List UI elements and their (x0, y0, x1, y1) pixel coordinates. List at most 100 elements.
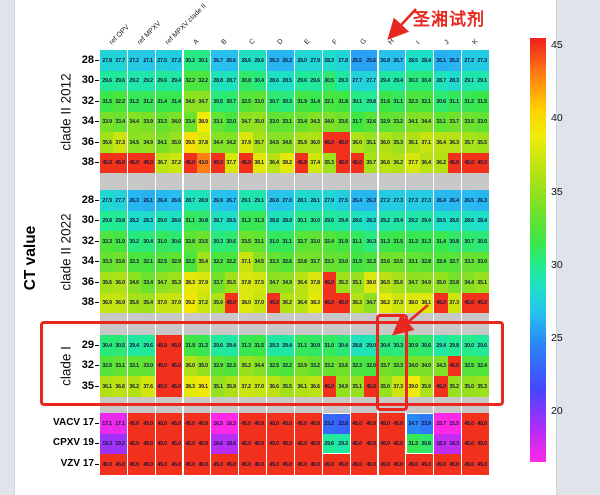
heatmap-subcell: 30.8 (196, 210, 211, 231)
heatmap-subcell: 36.0 (113, 272, 127, 293)
heatmap-subcell: 32.6 (364, 111, 378, 132)
heatmap-subcell: 31.4 (155, 91, 170, 112)
heatmap-subcell: 45.0 (127, 152, 142, 173)
heatmap-cell: 26.4 26.4 (434, 190, 461, 211)
heatmap-cell: 45.0 45.0 (350, 454, 378, 475)
heatmap-subcell: 31.8 (336, 91, 350, 112)
heatmap-subcell: 30.9 (406, 335, 420, 356)
heatmap-cell: 45.0 45.0 (322, 292, 350, 313)
heatmap-subcell: 45.0 (224, 454, 239, 475)
heatmap-subcell: 15.7 (434, 413, 448, 434)
heatmap-cell: 29.4 29.8 (434, 335, 461, 356)
heatmap-subcell: 33.1 (252, 231, 266, 252)
row-tick (95, 121, 99, 123)
heatmap-cell: 31.3 31.5 (239, 335, 266, 356)
column-header: D (275, 37, 285, 47)
row-tick (95, 59, 99, 61)
heatmap-cell: 36.1 36.6 (100, 376, 127, 397)
heatmap-cell: 25.5 25.6 (350, 50, 378, 71)
heatmap-subcell: 45.0 (127, 413, 142, 434)
heatmap-subcell: 45.0 (447, 152, 461, 173)
heatmap-subcell: 37.8 (308, 272, 322, 293)
heatmap-subcell: 34.3 (308, 111, 322, 132)
heatmap-subcell: 27.9 (100, 190, 114, 211)
heatmap-subcell: 26.4 (350, 190, 365, 211)
heatmap-subcell: 27.1 (141, 50, 155, 71)
heatmap-subcell: 38.2 (378, 292, 392, 313)
heatmap-subcell: 35.2 (447, 376, 461, 397)
heatmap-cell: 45.0 45.0 (155, 376, 183, 397)
heatmap-cell: 32.5 32.9 (155, 251, 183, 272)
heatmap-cell: 35.6 37.3 (100, 132, 127, 153)
heatmap-subcell: 29.4 (224, 335, 239, 356)
heatmap-subcell: 45.0 (169, 413, 183, 434)
heatmap-subcell: 18.6 (224, 433, 239, 454)
heatmap-cell: 28.1 28.1 (295, 190, 322, 211)
heatmap-subcell: 37.3 (113, 132, 127, 153)
heatmap-cell: 26.8 26.7 (378, 50, 406, 71)
group-label: clade II 2022 (58, 212, 74, 291)
heatmap-subcell: 35.6 (100, 272, 114, 293)
row-label: 36 (81, 135, 94, 148)
heatmap-subcell: 45.0 (211, 152, 225, 173)
heatmap-subcell: 45.0 (113, 152, 127, 173)
heatmap-subcell: 27.7 (364, 70, 378, 91)
heatmap-subcell: 30.6 (169, 231, 183, 252)
heatmap-subcell: 36.4 (434, 132, 448, 153)
heatmap-subcell: 35.4 (196, 251, 211, 272)
heatmap-subcell: 35.2 (239, 355, 253, 376)
heatmap-cell: 34.4 33.9 (127, 111, 155, 132)
heatmap-cell: 31.9 31.3 (183, 335, 211, 356)
heatmap-subcell: 33.2 (322, 355, 337, 376)
heatmap-cell: 32.4 31.9 (322, 231, 350, 252)
heatmap-subcell: 31.9 (336, 231, 350, 252)
row-tick (95, 141, 99, 143)
heatmap-subcell: 29.4 (336, 210, 350, 231)
heatmap-subcell: 18.3 (447, 433, 461, 454)
heatmap-cell: 45.0 37.4 (295, 152, 322, 173)
spacer-cell (295, 173, 322, 190)
row-label: VZV 17 (60, 457, 94, 469)
heatmap-subcell: 35.1 (364, 132, 378, 153)
heatmap-cell: 36.7 37.2 (155, 152, 183, 173)
heatmap-subcell: 18.3 (434, 433, 448, 454)
heatmap-subcell: 45.0 (378, 413, 392, 434)
spacer-cell (239, 313, 266, 335)
heatmap-subcell: 30.1 (295, 210, 309, 231)
heatmap-cell: 45.0 45.0 (267, 433, 294, 454)
row-tick (95, 100, 99, 102)
heatmap-cell: 39.0 35.9 (406, 376, 434, 397)
heatmap-subcell: 31.9 (350, 251, 365, 272)
heatmap-subcell: 17.1 (100, 413, 114, 434)
heatmap-subcell: 45.0 (127, 433, 142, 454)
heatmap-subcell: 30.7 (462, 231, 476, 252)
heatmap-cell: 36.6 35.5 (267, 376, 294, 397)
heatmap-subcell: 34.7 (196, 91, 211, 112)
heatmap-cell: 45.0 45.0 (462, 152, 489, 173)
heatmap-subcell: 45.0 (155, 355, 170, 376)
heatmap-subcell: 33.6 (113, 251, 127, 272)
heatmap-cell: 33.5 33.0 (462, 111, 489, 132)
heatmap-subcell: 26.6 (169, 190, 183, 211)
heatmap-cell: 29.6 29.6 (100, 70, 127, 91)
heatmap-cell: 31.0 30.6 (155, 231, 183, 252)
heatmap-subcell: 30.8 (419, 433, 434, 454)
spacer-cell (127, 313, 155, 335)
heatmap-cell: 45.0 45.0 (462, 454, 489, 475)
heatmap-subcell: 37.6 (141, 376, 155, 397)
heatmap-subcell: 27.7 (113, 190, 127, 211)
heatmap-subcell: 26.3 (127, 190, 142, 211)
heatmap-cell: 31.1 30.9 (295, 335, 322, 356)
heatmap-subcell: 36.1 (100, 376, 114, 397)
heatmap-subcell: 30.5 (475, 231, 489, 252)
heatmap-subcell: 19.2 (113, 433, 127, 454)
heatmap-subcell: 30.6 (224, 231, 239, 252)
heatmap-subcell: 33.5 (391, 251, 406, 272)
row-tick (95, 162, 99, 164)
heatmap-subcell: 45.0 (155, 376, 170, 397)
heatmap-subcell: 27.9 (308, 50, 322, 71)
heatmap-subcell: 30.0 (308, 210, 322, 231)
heatmap-subcell: 34.7 (364, 292, 378, 313)
heatmap-subcell: 36.2 (434, 152, 448, 173)
